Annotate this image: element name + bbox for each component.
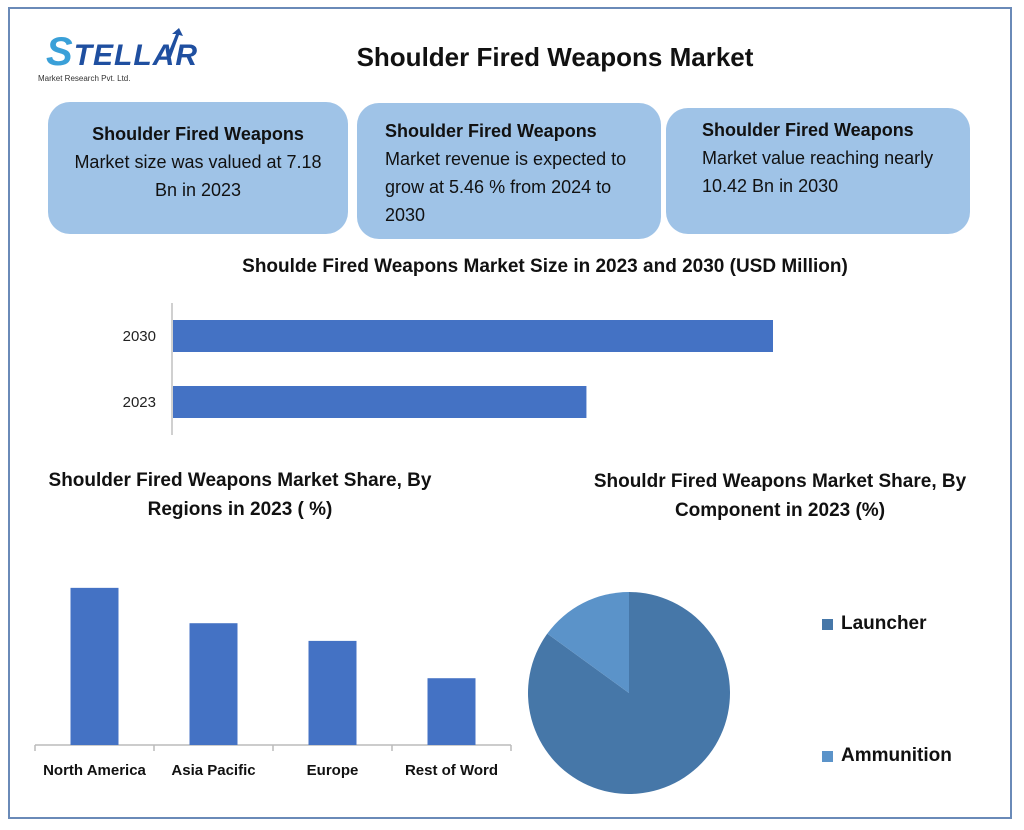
tick-label-2030: 2030	[123, 328, 156, 345]
tick-label-asia-pacific: Asia Pacific	[171, 762, 255, 779]
regions-chart-title: Shoulder Fired Weapons Market Share, By …	[48, 470, 432, 520]
bar-2030	[173, 320, 773, 352]
regions-bar-chart: North America Asia Pacific Europe Rest of W…	[34, 587, 512, 779]
page-title: Shoulder Fired Weapons Market	[356, 42, 754, 72]
infographic-frame	[8, 7, 1012, 819]
component-pie-chart	[528, 592, 730, 794]
card-heading: Shoulder Fired Weapons	[92, 124, 304, 144]
logo-tagline: Market Research Pvt. Ltd.	[38, 74, 131, 83]
tick-label-2023: 2023	[123, 394, 156, 411]
stellar-logo: STELLAR Market Research Pvt. Ltd.	[36, 24, 197, 90]
legend-label-ammunition: Ammunition	[841, 745, 952, 766]
summary-card-forecast: Shoulder Fired Weapons Market value reac…	[666, 108, 970, 234]
component-chart-title: Shouldr Fired Weapons Market Share, By C…	[593, 471, 967, 521]
bar-rest-of-word	[427, 678, 476, 745]
logo-wordmark: STELLAR	[46, 30, 199, 74]
legend-item-ammunition: Ammunition	[822, 745, 952, 767]
tick-label-north-america: North America	[43, 762, 146, 779]
summary-card-growth: Shoulder Fired Weapons Market revenue is…	[357, 103, 661, 239]
bar-2023	[173, 386, 587, 418]
market-size-bar-chart: 2030 2023	[123, 303, 773, 435]
pie-slice-ammunition	[547, 592, 629, 693]
card-body: Market size was valued at 7.18 Bn in 202…	[74, 152, 322, 200]
card-body: Market value reaching nearly 10.42 Bn in…	[702, 148, 934, 196]
tick-label-europe: Europe	[307, 762, 359, 779]
bar-north-america	[70, 587, 119, 745]
summary-card-market-size: Shoulder Fired Weapons Market size was v…	[48, 102, 348, 234]
bar-asia-pacific	[189, 623, 238, 745]
legend-label-launcher: Launcher	[841, 613, 927, 634]
card-heading: Shoulder Fired Weapons	[385, 121, 597, 141]
legend-item-launcher: Launcher	[822, 613, 927, 635]
legend-swatch-launcher	[822, 618, 833, 630]
logo-arrow-icon	[167, 28, 183, 57]
tick-label-rest-of-word: Rest of Word	[405, 762, 498, 779]
market-size-chart-title: Shoulde Fired Weapons Market Size in 202…	[242, 256, 848, 277]
bar-europe	[308, 640, 357, 745]
card-body: Market revenue is expected to grow at 5.…	[385, 149, 627, 225]
legend-swatch-ammunition	[822, 750, 833, 762]
card-heading: Shoulder Fired Weapons	[702, 120, 914, 140]
